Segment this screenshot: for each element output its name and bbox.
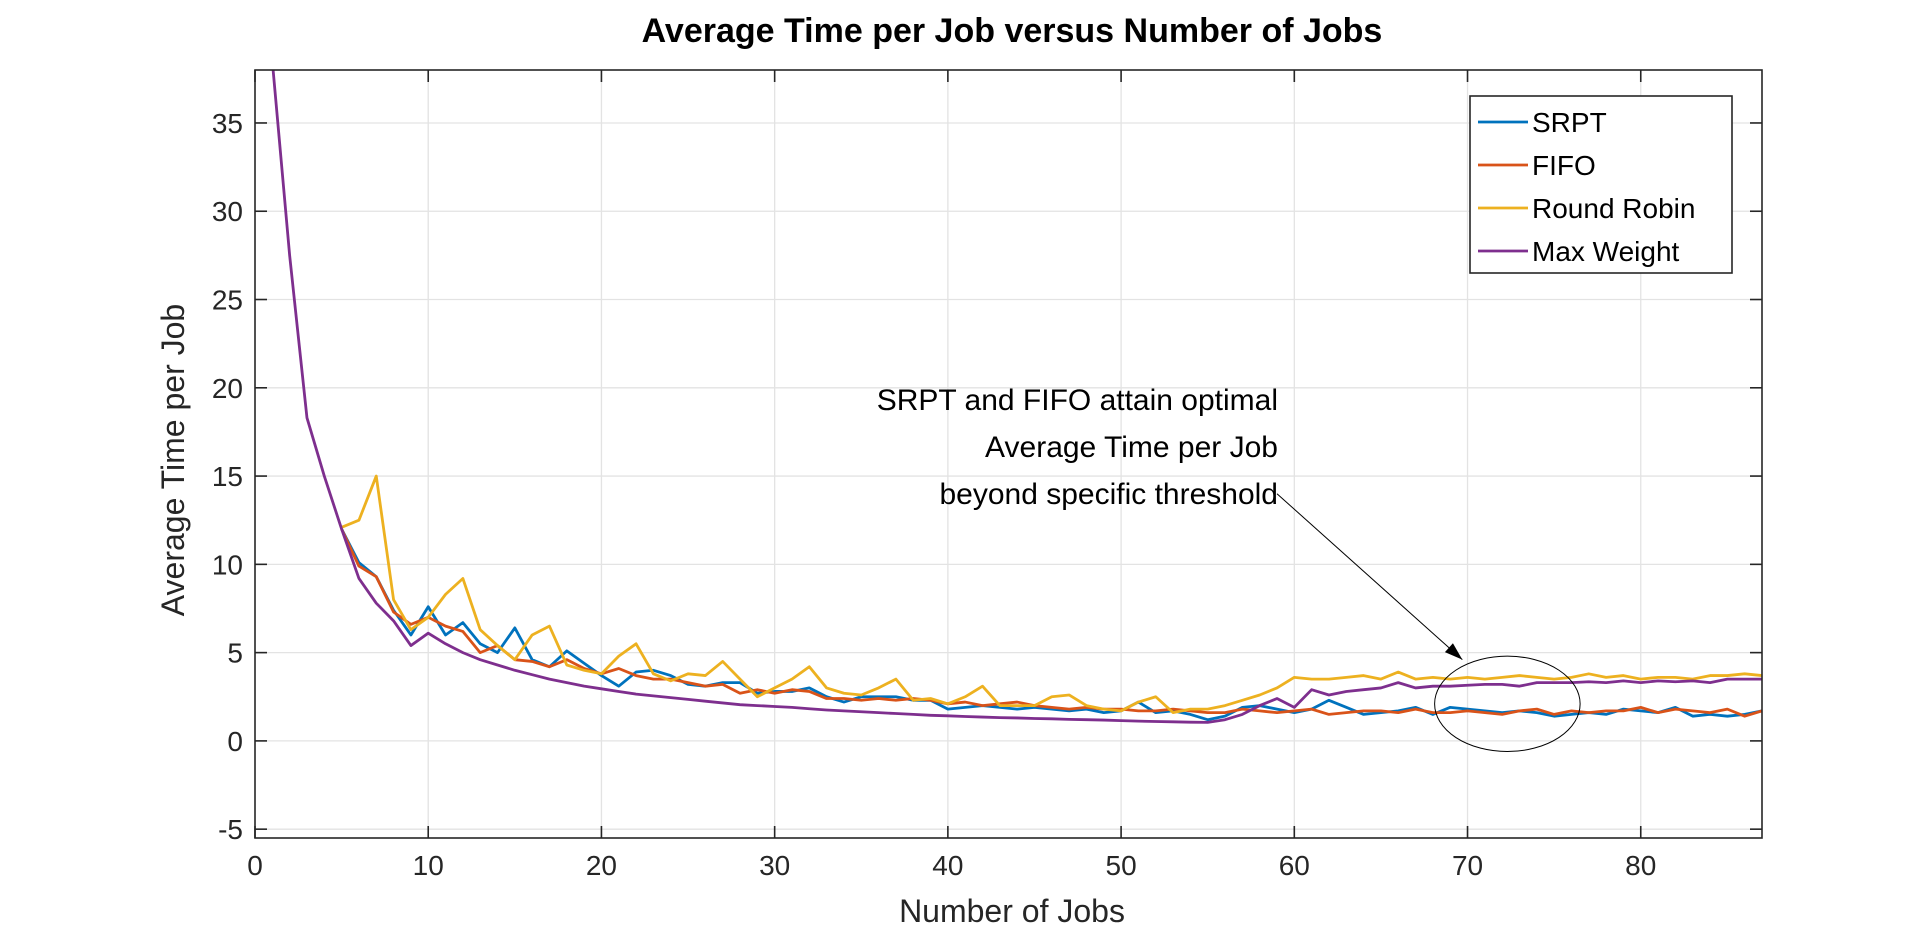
y-tick-label: -5: [218, 814, 243, 845]
annotation-ellipse: [1434, 655, 1581, 752]
axes-box: [254, 69, 1763, 839]
annotation-arrow-line: [1276, 493, 1463, 661]
y-tick-label: 10: [212, 549, 243, 580]
x-tick-label: 0: [247, 850, 263, 881]
annotation-arrow-head: [1444, 643, 1463, 660]
x-tick-label: 80: [1625, 850, 1656, 881]
x-tick-label: 10: [413, 850, 444, 881]
series-line-max-weight: [271, 70, 1762, 724]
y-tick-label: 5: [227, 638, 243, 669]
x-tick-label: 20: [586, 850, 617, 881]
annotation-text-line: SRPT and FIFO attain optimal: [877, 384, 1278, 417]
annotation: SRPT and FIFO attain optimal Average Time…: [877, 384, 1581, 752]
y-tick-label: 30: [212, 196, 243, 227]
chart-title: Average Time per Job versus Number of Jo…: [642, 12, 1383, 50]
y-tick-label: 0: [227, 726, 243, 757]
legend-label-round-robin: Round Robin: [1532, 193, 1695, 224]
x-tick-label: 40: [932, 850, 963, 881]
legend-label-srpt: SRPT: [1532, 107, 1607, 138]
y-tick-label: 25: [212, 285, 243, 316]
y-tick-label: 15: [212, 461, 243, 492]
series-line-round-robin: [341, 474, 1762, 715]
legend-label-fifo: FIFO: [1532, 150, 1596, 181]
x-tick-label: 70: [1452, 850, 1483, 881]
annotation-text-line: Average Time per Job: [985, 431, 1278, 464]
y-axis-label: Average Time per Job: [155, 304, 191, 616]
x-tick-label: 50: [1106, 850, 1137, 881]
annotation-text-line: beyond specific threshold: [939, 478, 1278, 511]
x-tick-label: 60: [1279, 850, 1310, 881]
x-axis-label: Number of Jobs: [899, 893, 1125, 929]
y-tick-label: 35: [212, 108, 243, 139]
series-lines: [271, 70, 1762, 724]
legend-box: [1469, 95, 1733, 274]
legend-label-max-weight: Max Weight: [1532, 236, 1680, 267]
series-line-fifo: [340, 528, 1762, 718]
x-tick-label: 30: [759, 850, 790, 881]
legend: SRPT FIFO Round Robin Max Weight: [1469, 95, 1733, 274]
y-tick-label: 20: [212, 373, 243, 404]
